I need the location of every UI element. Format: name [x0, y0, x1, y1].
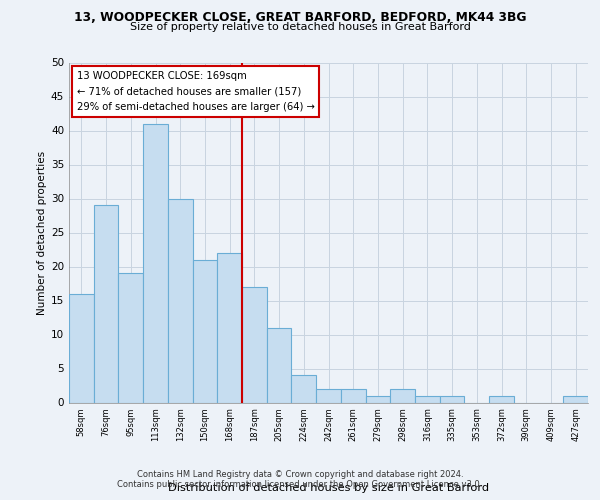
- Text: Contains HM Land Registry data © Crown copyright and database right 2024.: Contains HM Land Registry data © Crown c…: [137, 470, 463, 479]
- Text: Contains public sector information licensed under the Open Government Licence v3: Contains public sector information licen…: [118, 480, 482, 489]
- Bar: [341, 389, 365, 402]
- Bar: [489, 396, 514, 402]
- Y-axis label: Number of detached properties: Number of detached properties: [37, 150, 47, 314]
- Bar: [563, 396, 588, 402]
- Bar: [94, 206, 118, 402]
- Text: Size of property relative to detached houses in Great Barford: Size of property relative to detached ho…: [130, 22, 470, 32]
- Bar: [217, 253, 242, 402]
- Text: 13, WOODPECKER CLOSE, GREAT BARFORD, BEDFORD, MK44 3BG: 13, WOODPECKER CLOSE, GREAT BARFORD, BED…: [74, 11, 526, 24]
- Bar: [168, 198, 193, 402]
- Bar: [118, 274, 143, 402]
- Bar: [242, 287, 267, 403]
- Bar: [365, 396, 390, 402]
- Bar: [193, 260, 217, 402]
- Bar: [69, 294, 94, 403]
- Bar: [292, 376, 316, 402]
- X-axis label: Distribution of detached houses by size in Great Barford: Distribution of detached houses by size …: [168, 483, 489, 493]
- Bar: [143, 124, 168, 402]
- Bar: [316, 389, 341, 402]
- Bar: [267, 328, 292, 402]
- Bar: [415, 396, 440, 402]
- Text: 13 WOODPECKER CLOSE: 169sqm
← 71% of detached houses are smaller (157)
29% of se: 13 WOODPECKER CLOSE: 169sqm ← 71% of det…: [77, 71, 314, 112]
- Bar: [440, 396, 464, 402]
- Bar: [390, 389, 415, 402]
